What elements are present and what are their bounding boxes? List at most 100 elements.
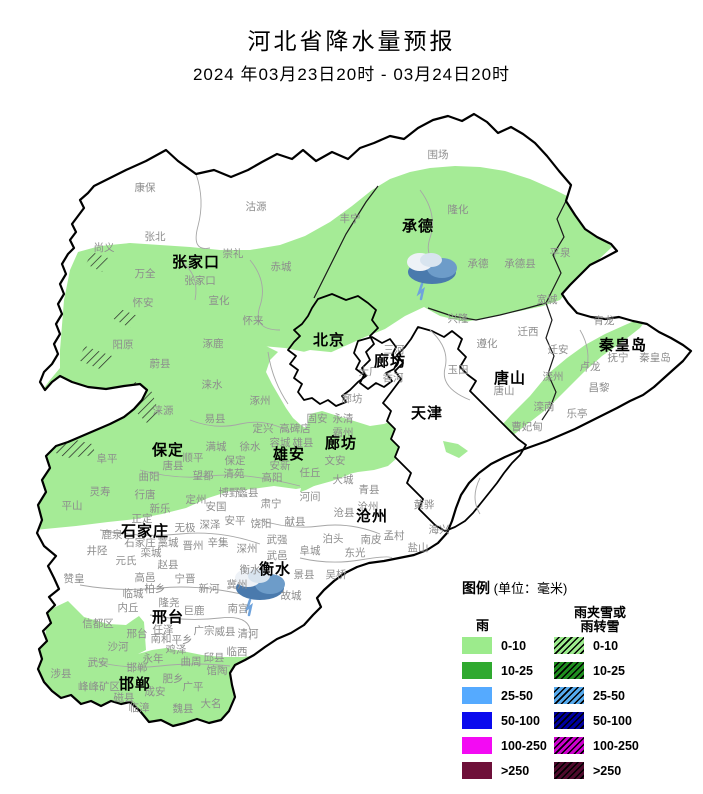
county-label: 景县	[294, 569, 315, 581]
county-label: 安国	[206, 500, 227, 513]
county-label: 安平	[225, 514, 246, 527]
county-label: 抚宁	[608, 351, 629, 364]
county-label: 怀安	[133, 296, 154, 309]
county-label: 承德	[468, 257, 489, 270]
tianjin-region	[382, 326, 527, 532]
legend-row: >250	[554, 762, 700, 779]
city-label: 廊坊	[325, 434, 357, 452]
county-label: 涞水	[202, 379, 223, 391]
legend-row: 0-10	[462, 637, 554, 654]
county-label: 唐山	[494, 384, 515, 397]
county-label: 万全	[135, 267, 156, 280]
county-label: 临西	[227, 645, 248, 658]
county-label: 鸡泽	[166, 643, 187, 656]
legend-bin-label: 0-10	[501, 638, 527, 653]
county-label: 宣化	[209, 294, 230, 307]
sleet-zone-shangyi	[86, 252, 108, 272]
legend-swatch	[462, 712, 492, 729]
county-label: 易县	[205, 413, 226, 425]
county-label: 顺平	[183, 452, 204, 464]
legend-row: 0-10	[554, 637, 700, 654]
legend: 图例 (单位：毫米) 雨 0-10 10-25 25-50 50-100 100-250…	[462, 578, 700, 787]
beijing-region	[287, 293, 379, 407]
sleet-zone-yangyuan	[78, 346, 112, 370]
city-label: 邢台	[151, 608, 184, 626]
county-label: 文安	[325, 454, 346, 467]
page-title: 河北省降水量预报	[247, 28, 456, 54]
legend-swatch	[462, 737, 492, 754]
legend-bin-label: >250	[593, 763, 622, 778]
county-label: 滦南	[534, 400, 555, 413]
county-label: 高邑	[135, 571, 156, 584]
county-label: 定州	[186, 493, 207, 506]
county-label: 平乡	[172, 634, 193, 646]
county-label: 安新	[270, 459, 291, 472]
county-label: 兴隆	[448, 312, 469, 325]
county-label: 青龙	[594, 314, 615, 327]
legend-swatch	[554, 687, 584, 704]
city-label: 张家口	[172, 253, 220, 271]
city-boundaries	[313, 185, 567, 421]
county-label: 康保	[135, 181, 156, 194]
county-label: 涿鹿	[203, 337, 224, 350]
city-label: 保定	[151, 441, 184, 459]
county-label: 崇礼	[223, 247, 244, 260]
county-label: 广平	[183, 681, 204, 693]
legend-bin-label: 50-100	[593, 713, 632, 728]
county-label: 行唐	[135, 488, 156, 501]
legend-swatch	[554, 737, 584, 754]
county-label: 故城	[281, 589, 302, 602]
county-boundaries	[79, 173, 589, 668]
legend-title: 图例 (单位：毫米)	[462, 578, 700, 598]
county-label: 内丘	[118, 601, 139, 614]
county-label: 三河	[384, 344, 405, 356]
county-label: 清苑	[224, 467, 245, 480]
legend-bin-label: >250	[501, 763, 530, 778]
county-label: 邯郸	[127, 661, 148, 674]
city-label: 秦皇岛	[598, 336, 647, 354]
county-label: 阜城	[300, 544, 321, 557]
legend-row: 10-25	[462, 662, 554, 679]
county-label: 承德县	[504, 257, 536, 270]
county-label: 张家口	[184, 274, 216, 287]
county-label: 徐水	[240, 440, 261, 453]
county-label: 赞皇	[64, 572, 85, 585]
county-label: 盐山	[408, 541, 429, 554]
county-label: 保定	[225, 454, 246, 467]
county-label: 涞源	[153, 404, 174, 417]
province-outline	[35, 112, 693, 728]
legend-swatch	[462, 687, 492, 704]
county-label: 河间	[300, 490, 321, 503]
county-label: 阳原	[113, 339, 134, 351]
city-label: 唐山	[494, 369, 526, 387]
county-label: 唐县	[163, 459, 184, 472]
city-label: 邯郸	[119, 675, 151, 693]
legend-row: 100-250	[462, 737, 554, 754]
county-label: 卢龙	[580, 360, 601, 373]
county-label: 沧县	[334, 506, 355, 519]
sleet-zone-huaian	[112, 308, 138, 328]
county-label: 固安	[307, 412, 328, 425]
rain-zone-north	[60, 166, 612, 390]
legend-row: >250	[462, 762, 554, 779]
legend-title-text: 图例	[462, 580, 490, 596]
legend-rain-header: 雨	[476, 618, 490, 633]
county-label: 永年	[143, 652, 164, 665]
county-label: 辛集	[208, 536, 229, 549]
legend-bin-label: 0-10	[593, 638, 619, 653]
legend-bin-label: 10-25	[593, 663, 625, 678]
county-label: 吴桥	[326, 569, 347, 581]
county-label: 东光	[345, 546, 366, 559]
county-label: 巨鹿	[184, 604, 205, 617]
city-label: 承德	[402, 217, 434, 235]
county-label: 尚义	[94, 241, 115, 254]
county-label: 深泽	[200, 519, 221, 531]
county-label: 峰峰矿区	[78, 680, 120, 693]
county-label: 任泽	[153, 623, 174, 636]
no-rain-blob-beijing	[286, 350, 364, 398]
county-label: 涉县	[51, 667, 72, 680]
county-label: 涿州	[250, 395, 271, 407]
city-label: 石家庄	[120, 522, 169, 540]
legend-swatch	[554, 762, 584, 779]
county-label: 泊头	[323, 533, 344, 545]
